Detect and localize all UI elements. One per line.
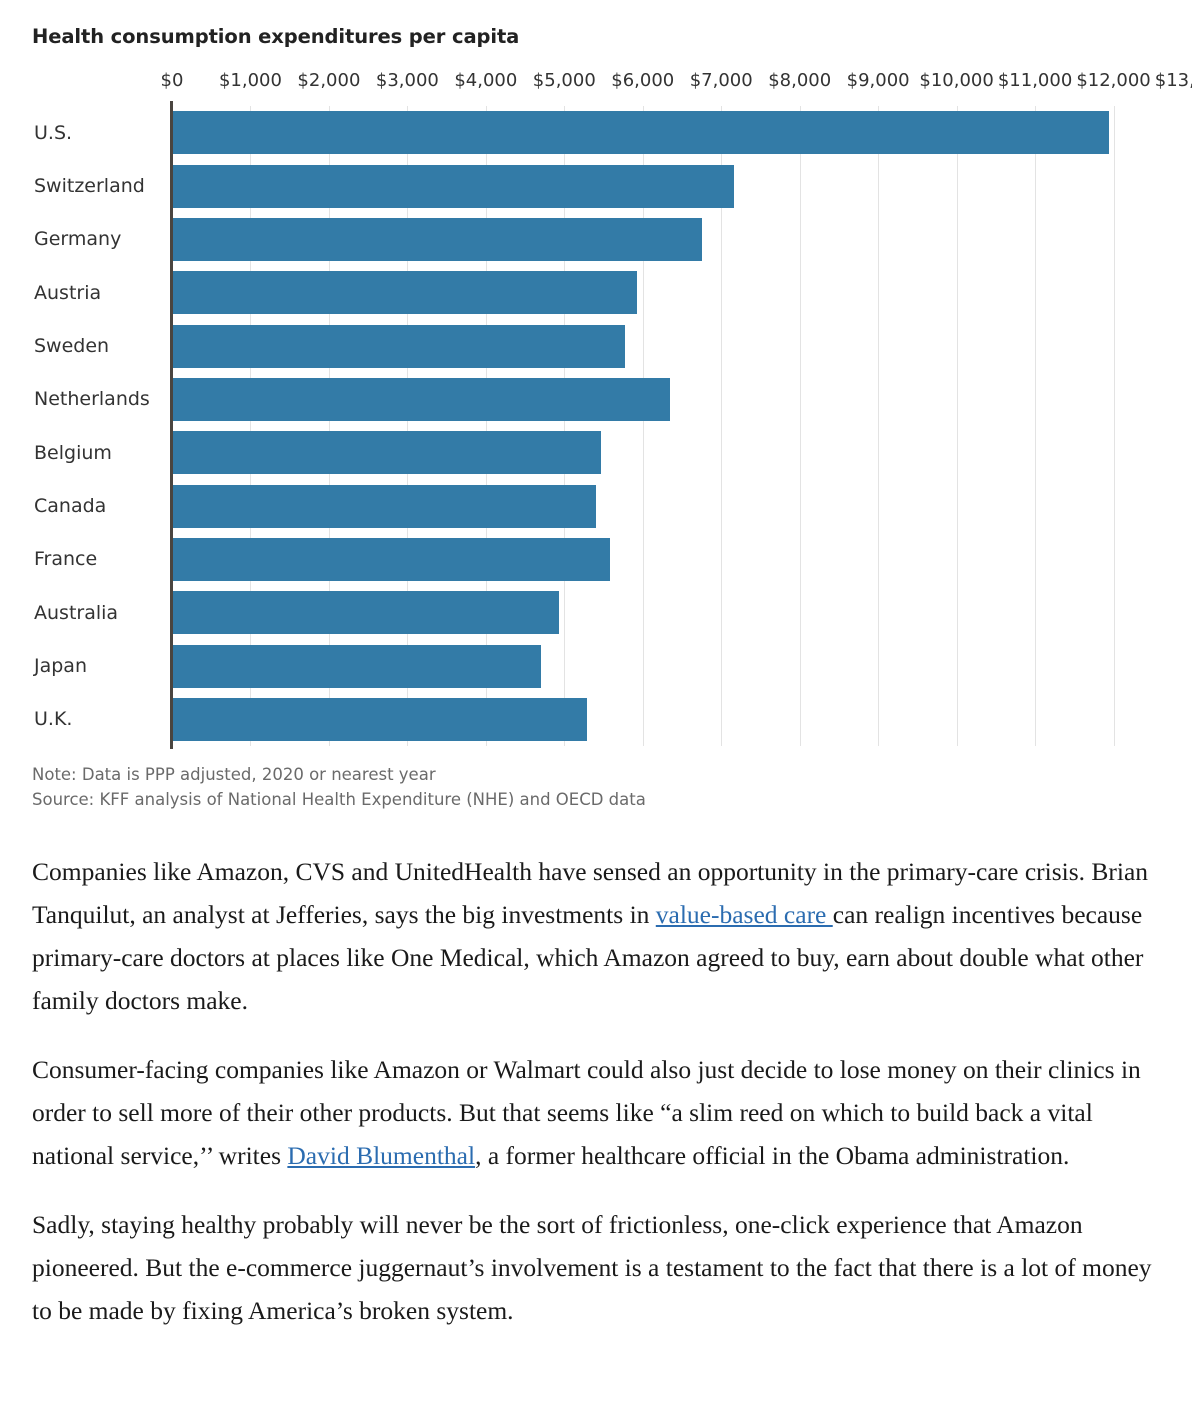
y-axis-tick-label: Switzerland bbox=[34, 175, 145, 197]
y-axis-tick-label: France bbox=[34, 548, 98, 571]
article-paragraph: Sadly, staying healthy probably will nev… bbox=[32, 1210, 1152, 1325]
x-axis-tick-label: $0 bbox=[160, 70, 184, 91]
bars-and-grid: $0 $1,000 $2,000 $3,000 $4,000 $5,000 $6,000 $7… bbox=[161, 70, 1192, 749]
bar bbox=[172, 377, 670, 421]
bar bbox=[172, 484, 597, 528]
y-axis-tick-label: Australia bbox=[34, 601, 119, 624]
x-axis-tick-label: $12,000 bbox=[1076, 70, 1151, 91]
bar bbox=[172, 217, 702, 261]
y-axis-tick-label: Austria bbox=[34, 281, 102, 304]
y-axis-tick-label: Canada bbox=[34, 495, 107, 517]
bar bbox=[172, 431, 602, 475]
bar bbox=[172, 697, 587, 741]
x-gridline bbox=[485, 106, 487, 746]
x-axis-tick-label: $7,000 bbox=[689, 70, 753, 91]
y-axis-tick-label: Belgium bbox=[34, 441, 112, 464]
x-gridline bbox=[956, 106, 958, 746]
x-gridline bbox=[407, 106, 409, 746]
y-axis-tick-label: Netherlands bbox=[34, 388, 150, 411]
x-gridline bbox=[642, 106, 644, 746]
bar bbox=[172, 537, 610, 581]
article-body: Companies like Amazon, CVS and UnitedHea… bbox=[32, 850, 1160, 1358]
x-gridline bbox=[799, 106, 801, 746]
x-axis-tick-label: $4,000 bbox=[454, 70, 518, 91]
x-axis-tick-label: $3,000 bbox=[375, 70, 439, 91]
chart-plot-area: U.S. Switzerland Germany Austria Sweden Nethe… bbox=[0, 62, 1192, 752]
bar bbox=[172, 644, 542, 688]
x-gridline bbox=[1113, 106, 1115, 746]
chart-title: Health consumption expenditures per capi… bbox=[32, 25, 520, 48]
chart-footnotes: Note: Data is PPP adjusted, 2020 or near… bbox=[32, 762, 646, 812]
x-gridline bbox=[250, 106, 252, 746]
article-paragraph: Companies like Amazon, CVS and UnitedHea… bbox=[32, 857, 1149, 1015]
y-axis-tick-label: Japan bbox=[34, 655, 87, 677]
y-axis-tick-label: Germany bbox=[34, 228, 122, 251]
grid-layer bbox=[172, 106, 1192, 746]
bar bbox=[172, 111, 1110, 155]
article-paragraph: Consumer-facing companies like Amazon or… bbox=[32, 1055, 1141, 1170]
x-axis-tick-label: $2,000 bbox=[297, 70, 361, 91]
x-gridline bbox=[564, 106, 566, 746]
y-axis-tick-label: U.K. bbox=[34, 708, 73, 731]
x-gridline bbox=[1035, 106, 1037, 746]
article-link[interactable]: value-based care bbox=[655, 900, 833, 929]
x-gridline bbox=[328, 106, 330, 746]
x-axis-tick-label: $11,000 bbox=[997, 70, 1073, 91]
x-gridline bbox=[878, 106, 880, 746]
x-axis-tick-label: $5,000 bbox=[532, 70, 596, 91]
x-axis-tick-label: $6,000 bbox=[611, 70, 675, 91]
x-axis-tick-label: $13,000 bbox=[1154, 70, 1192, 91]
chart-note: Note: Data is PPP adjusted, 2020 or near… bbox=[32, 765, 436, 784]
bar bbox=[172, 164, 734, 208]
x-axis-tick-label: $8,000 bbox=[768, 70, 832, 91]
article-link[interactable]: David Blumenthal bbox=[287, 1141, 476, 1170]
bar bbox=[172, 591, 560, 635]
y-axis-tick-label: Sweden bbox=[34, 335, 110, 357]
bar bbox=[172, 271, 637, 315]
x-gridline bbox=[721, 106, 723, 746]
chart-source: Source: KFF analysis of National Health … bbox=[32, 790, 646, 809]
y-axis-spine bbox=[170, 101, 173, 749]
x-axis-tick-label: $9,000 bbox=[846, 70, 910, 91]
x-axis-tick-label: $1,000 bbox=[218, 70, 282, 91]
y-axis-tick-label: U.S. bbox=[34, 121, 73, 144]
bar bbox=[172, 324, 625, 368]
y-axis-category-labels: U.S. Switzerland Germany Austria Sweden Nethe… bbox=[0, 106, 166, 746]
x-axis-tick-label: $10,000 bbox=[919, 70, 994, 91]
